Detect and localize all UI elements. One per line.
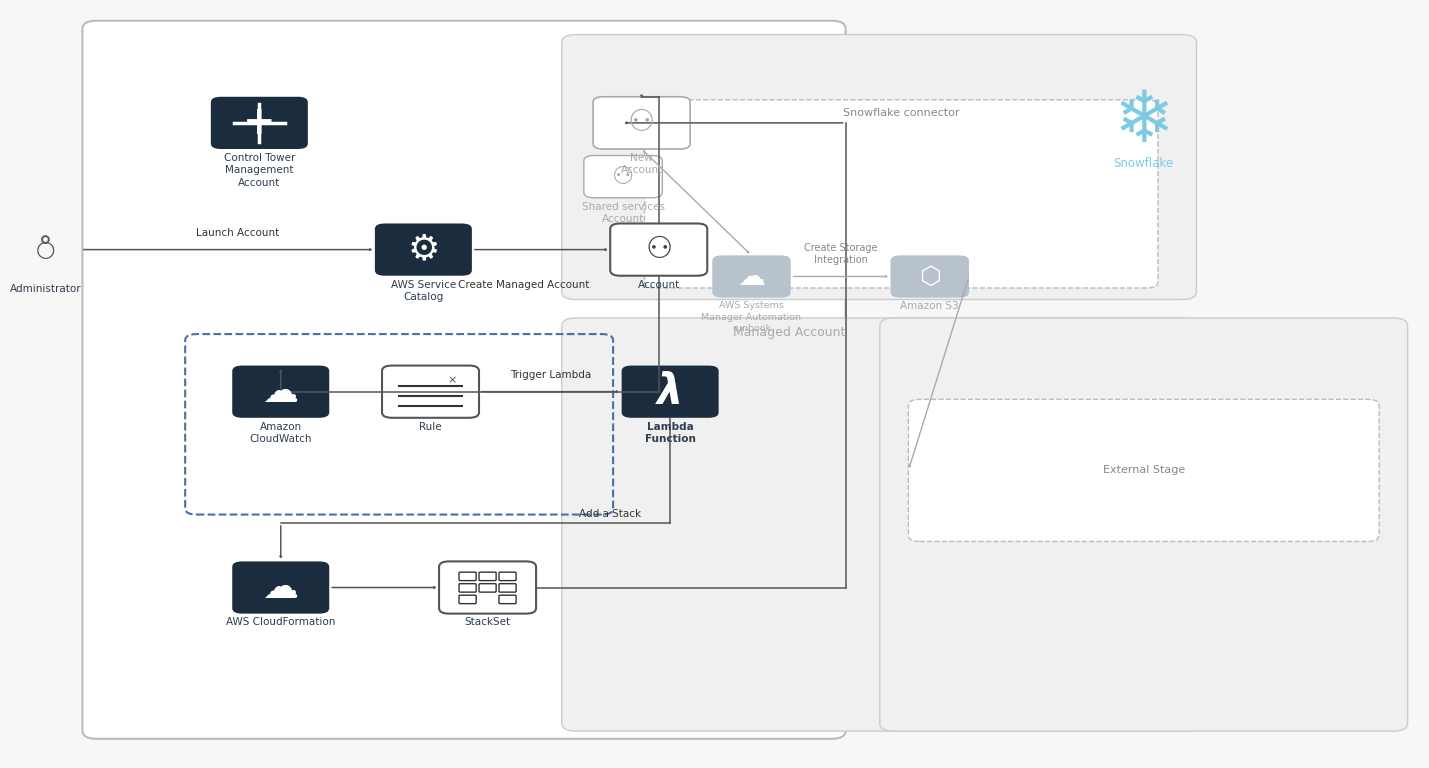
Text: ☁: ☁: [737, 263, 766, 290]
Text: AWS Systems
Manager Automation
runbook: AWS Systems Manager Automation runbook: [702, 301, 802, 333]
FancyBboxPatch shape: [374, 223, 472, 276]
Text: Rule: Rule: [419, 422, 442, 432]
FancyBboxPatch shape: [593, 97, 690, 149]
Text: Create Managed Account: Create Managed Account: [457, 280, 589, 290]
FancyBboxPatch shape: [890, 255, 969, 297]
Text: AWS Service
Catalog: AWS Service Catalog: [390, 280, 456, 302]
Text: Add a Stack: Add a Stack: [580, 509, 642, 519]
FancyBboxPatch shape: [562, 318, 1196, 731]
FancyBboxPatch shape: [233, 561, 329, 614]
Text: ⚙: ⚙: [407, 233, 440, 266]
Text: ○: ○: [36, 240, 56, 260]
Text: Launch Account: Launch Account: [196, 228, 280, 238]
Text: StackSet: StackSet: [464, 617, 510, 627]
Text: ⚇: ⚇: [644, 235, 673, 264]
Text: λ: λ: [657, 371, 683, 412]
FancyBboxPatch shape: [211, 97, 307, 149]
Text: ☁: ☁: [263, 571, 299, 604]
FancyBboxPatch shape: [909, 399, 1379, 541]
FancyBboxPatch shape: [610, 223, 707, 276]
FancyBboxPatch shape: [233, 366, 329, 418]
FancyBboxPatch shape: [644, 100, 1157, 288]
Text: ×: ×: [447, 375, 457, 386]
Text: Shared services
Account: Shared services Account: [582, 201, 664, 224]
Text: Amazon
CloudWatch: Amazon CloudWatch: [250, 422, 312, 444]
Text: Control Tower
Management
Account: Control Tower Management Account: [224, 153, 294, 187]
Text: Trigger Lambda: Trigger Lambda: [510, 370, 592, 380]
Text: ☁: ☁: [263, 375, 299, 409]
FancyBboxPatch shape: [622, 366, 719, 418]
Text: Managed Account: Managed Account: [733, 326, 846, 339]
Text: Lambda
Function: Lambda Function: [644, 422, 696, 444]
Text: Snowflake: Snowflake: [1113, 157, 1173, 170]
Text: AWS CloudFormation: AWS CloudFormation: [226, 617, 336, 627]
Text: ⬡: ⬡: [919, 264, 940, 289]
Text: ⚬: ⚬: [34, 230, 56, 254]
FancyBboxPatch shape: [562, 35, 1196, 300]
Text: ⚇: ⚇: [612, 164, 634, 189]
Text: +: +: [243, 104, 276, 142]
Text: Snowflake connector: Snowflake connector: [843, 108, 959, 118]
Text: Account: Account: [637, 280, 680, 290]
Text: External Stage: External Stage: [1103, 465, 1185, 475]
FancyBboxPatch shape: [439, 561, 536, 614]
Text: Amazon S3: Amazon S3: [900, 301, 959, 312]
Text: ❄: ❄: [1113, 88, 1175, 157]
Text: New
Account: New Account: [620, 153, 663, 175]
FancyBboxPatch shape: [382, 366, 479, 418]
FancyBboxPatch shape: [712, 255, 790, 297]
Text: Administrator: Administrator: [10, 284, 81, 294]
FancyBboxPatch shape: [83, 21, 846, 739]
FancyBboxPatch shape: [584, 155, 662, 198]
FancyBboxPatch shape: [880, 318, 1408, 731]
Text: Create Storage
Integration: Create Storage Integration: [805, 243, 877, 265]
Text: ⚇: ⚇: [627, 108, 656, 137]
